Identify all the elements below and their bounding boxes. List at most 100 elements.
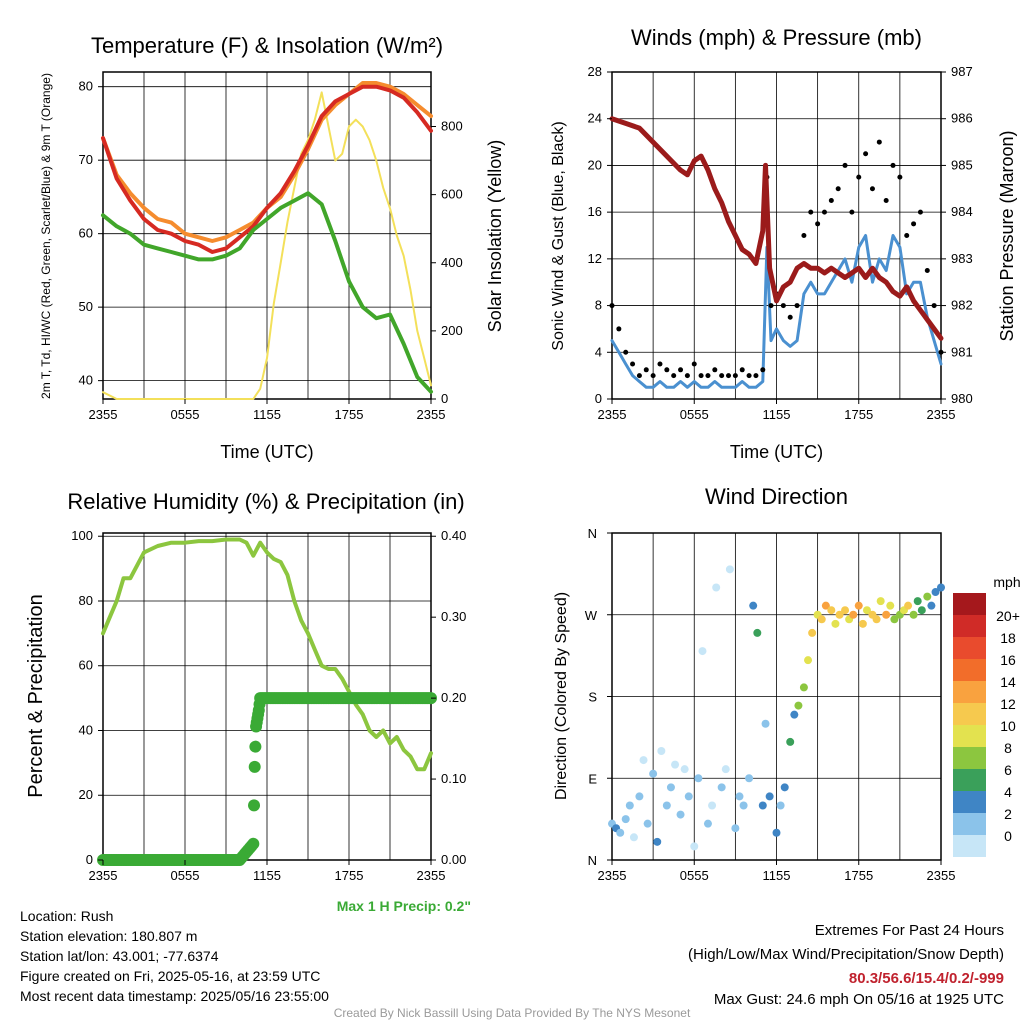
gust-point — [856, 174, 862, 180]
y-tick-label: 20 — [588, 157, 602, 172]
gust-point — [801, 233, 807, 238]
gust-point — [768, 303, 774, 309]
direction-point — [923, 592, 932, 601]
direction-point — [817, 615, 826, 624]
gust-point — [863, 151, 869, 157]
direction-point — [821, 601, 830, 610]
temp-green-series — [101, 191, 433, 394]
direction-point — [712, 583, 721, 592]
gust-point — [842, 162, 848, 168]
legend-label: 6 — [1004, 762, 1012, 778]
chart-title-wind-direction: Wind Direction — [705, 484, 848, 509]
direction-point — [758, 801, 767, 810]
y-tick-label: S — [588, 690, 597, 705]
legend-swatch — [953, 681, 986, 703]
direction-point — [731, 824, 740, 833]
x-tick-label: 0555 — [680, 868, 709, 883]
direction-point — [739, 801, 748, 810]
direction-point — [772, 828, 781, 837]
y2-tick-label: 983 — [951, 251, 973, 266]
gust-point — [869, 186, 875, 192]
y-tick-label: 12 — [588, 251, 602, 266]
direction-point — [643, 819, 652, 828]
y-axis-label-right: Station Pressure (Maroon) — [997, 130, 1017, 341]
gust-point — [664, 367, 670, 373]
direction-point — [708, 801, 717, 810]
gust-point — [883, 197, 889, 203]
y2-tick-label: 0.10 — [441, 771, 466, 786]
x-tick-label: 2355 — [927, 868, 956, 883]
direction-point — [671, 760, 680, 769]
gust-point — [732, 373, 738, 379]
legend-swatch — [953, 769, 986, 791]
recent-timestamp-text: Most recent data timestamp: 2025/05/16 2… — [20, 988, 329, 1004]
gust-point — [890, 162, 896, 168]
gust-point — [650, 373, 656, 379]
gust-point — [876, 139, 882, 145]
y-axis-label-left: Percent & Precipitation — [25, 594, 47, 797]
gust-point — [684, 373, 690, 379]
legend-swatch — [953, 747, 986, 769]
y-tick-label: 50 — [79, 299, 93, 314]
gust-point — [657, 361, 663, 367]
gust-point — [911, 221, 917, 227]
y-tick-label: 20 — [79, 787, 93, 802]
x-tick-label: 0555 — [171, 868, 200, 883]
latlon-text: Station lat/lon: 43.001; -77.6374 — [20, 948, 219, 964]
x-tick-label: 2355 — [417, 868, 446, 883]
direction-point — [662, 801, 671, 810]
direction-point — [841, 606, 850, 615]
direction-point — [927, 601, 936, 610]
direction-point — [616, 828, 625, 837]
direction-point — [849, 610, 858, 619]
legend-label: 16 — [1000, 652, 1016, 668]
direction-point — [780, 783, 789, 792]
gust-point — [787, 314, 793, 320]
direction-point — [854, 601, 863, 610]
gust-point — [753, 373, 759, 379]
legend-swatch — [953, 703, 986, 725]
legend-swatch — [953, 637, 986, 659]
gust-point — [849, 209, 855, 215]
x-tick-label: 2355 — [89, 868, 118, 883]
y-tick-label: E — [588, 771, 597, 786]
legend-swatch — [953, 593, 986, 615]
gust-point — [712, 367, 718, 373]
direction-point — [657, 747, 666, 755]
direction-point — [876, 597, 885, 606]
gust-point — [678, 367, 684, 373]
direction-point — [858, 619, 867, 628]
gust-point — [671, 373, 677, 379]
y2-tick-label: 982 — [951, 298, 973, 313]
pressure-series — [609, 116, 944, 341]
direction-point — [886, 601, 895, 610]
direction-point — [794, 701, 803, 710]
y-tick-label: 70 — [79, 152, 93, 167]
direction-point — [684, 792, 693, 801]
legend-label: 4 — [1004, 784, 1012, 800]
direction-point — [649, 769, 658, 778]
direction-point — [790, 710, 799, 719]
y-axis-label-left: 2m T, Td, HI/WC (Red, Green, Scarlet/Blu… — [39, 73, 53, 399]
elevation-text: Station elevation: 180.807 m — [20, 928, 198, 944]
direction-point — [676, 810, 685, 819]
direction-point — [904, 601, 913, 610]
direction-point — [625, 801, 634, 810]
chart-title-humidity: Relative Humidity (%) & Precipitation (i… — [67, 489, 464, 514]
direction-point — [862, 606, 871, 615]
max-precip-annotation: Max 1 H Precip: 0.2" — [337, 898, 471, 914]
direction-point — [931, 588, 940, 597]
y-tick-label: 0 — [86, 852, 93, 867]
x-tick-label: 1155 — [253, 868, 281, 883]
y-tick-label: 4 — [595, 344, 602, 359]
x-tick-label: 2355 — [89, 407, 118, 422]
direction-point — [808, 628, 817, 637]
precip-point — [248, 760, 261, 773]
y-tick-label: 60 — [79, 658, 93, 673]
legend-title: mph — [993, 574, 1020, 590]
legend-label: 8 — [1004, 740, 1012, 756]
direction-point — [745, 774, 754, 783]
direction-point — [629, 833, 638, 842]
y2-tick-label: 200 — [441, 323, 463, 338]
